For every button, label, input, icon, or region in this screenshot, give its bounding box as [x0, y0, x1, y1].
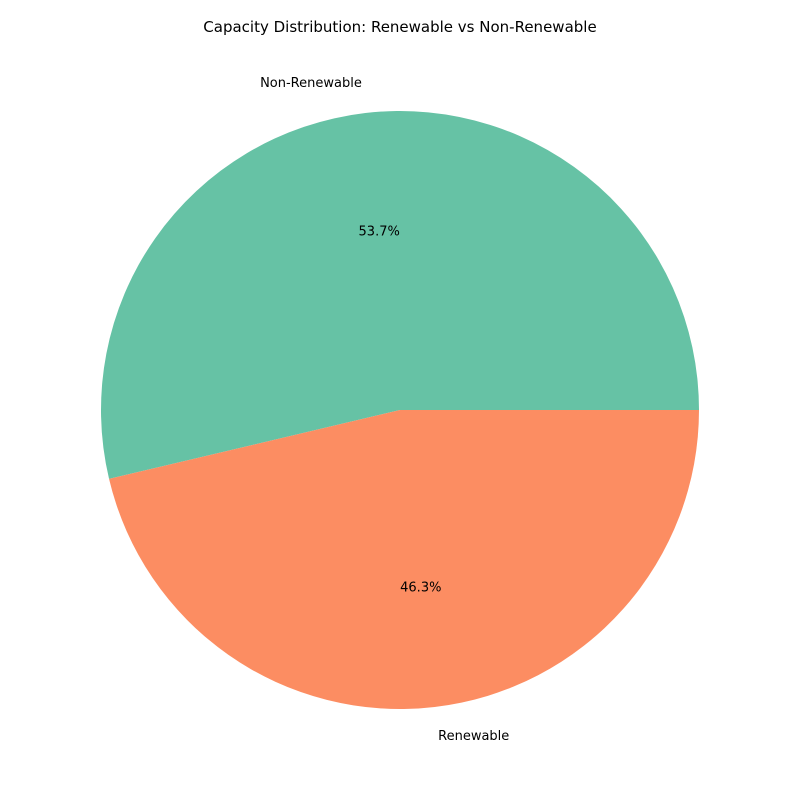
chart-title: Capacity Distribution: Renewable vs Non-…: [203, 18, 596, 36]
slice-label: Non-Renewable: [260, 76, 362, 91]
slice-percentage-label: 46.3%: [400, 581, 441, 596]
pie-labels: Non-Renewable 53.7% Renewable 46.3%: [260, 76, 509, 744]
pie-slice-non-renewable: [100, 111, 699, 479]
slice-percentage-label: 53.7%: [359, 224, 400, 239]
slice-label: Renewable: [438, 729, 509, 744]
pie-slices: [100, 111, 699, 709]
pie-slice-renewable: [109, 410, 699, 709]
